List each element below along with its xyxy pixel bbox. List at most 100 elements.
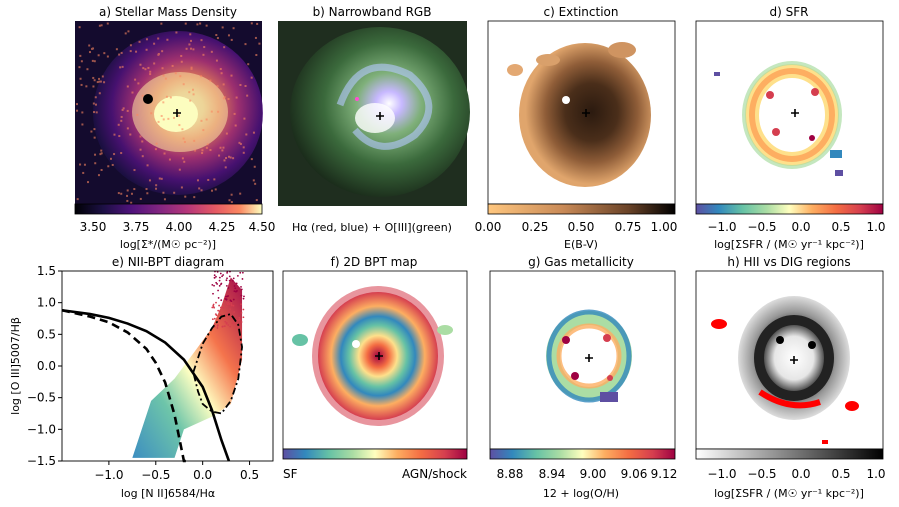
mass-pixel xyxy=(99,153,102,156)
panel-g-title: g) Gas metallicity xyxy=(528,255,634,269)
cb-h-label: log[ΣSFR / (M☉ yr⁻¹ kpc⁻²)] xyxy=(714,487,864,500)
mass-pixel xyxy=(239,192,242,195)
mass-pixel xyxy=(223,96,226,99)
mass-pixel xyxy=(252,179,255,182)
mass-pixel xyxy=(239,142,242,145)
mass-pixel xyxy=(196,23,199,26)
mass-pixel xyxy=(103,81,106,84)
mass-pixel xyxy=(134,78,137,81)
mass-pixel xyxy=(232,157,235,160)
cb-a-tick: 4.50 xyxy=(249,220,276,234)
mass-pixel xyxy=(162,191,165,194)
mass-pixel xyxy=(76,198,79,201)
cb-c-tick: 0.75 xyxy=(615,220,642,234)
mass-pixel xyxy=(155,187,158,190)
mass-pixel xyxy=(160,22,163,25)
mass-pixel xyxy=(133,188,136,191)
panel-b-image xyxy=(278,21,470,206)
cb-g-tick: 9.06 xyxy=(621,467,648,481)
mass-pixel xyxy=(242,151,245,154)
mass-pixel xyxy=(87,181,90,184)
bpt-point xyxy=(233,311,235,313)
mass-pixel xyxy=(216,37,219,40)
mass-pixel xyxy=(242,146,245,149)
mass-pixel xyxy=(221,26,224,29)
mass-pixel xyxy=(196,179,199,182)
mass-pixel xyxy=(149,73,152,76)
bpt-point xyxy=(222,303,225,306)
mass-pixel xyxy=(121,65,124,68)
mass-pixel xyxy=(201,149,204,152)
bpt-point xyxy=(225,302,228,304)
bpt-point xyxy=(226,277,228,280)
mass-pixel xyxy=(81,111,84,114)
mass-pixel xyxy=(200,119,203,122)
bpt-point xyxy=(212,304,215,307)
mass-pixel xyxy=(227,97,230,100)
mass-pixel xyxy=(98,77,101,80)
mass-pixel xyxy=(120,115,123,118)
bpt-point xyxy=(226,271,228,274)
mass-pixel xyxy=(94,162,97,165)
mass-pixel xyxy=(158,177,161,180)
bpt-ytick-label: 1.5 xyxy=(37,264,56,278)
mass-pixel xyxy=(222,97,225,100)
mass-pixel xyxy=(76,103,79,106)
mass-pixel xyxy=(223,159,226,162)
mass-pixel xyxy=(214,188,217,191)
bpt-point xyxy=(225,305,228,308)
mass-pixel xyxy=(97,174,100,177)
panel-b-title: b) Narrowband RGB xyxy=(313,5,432,19)
bpt-point xyxy=(232,298,235,301)
mass-pixel xyxy=(148,179,151,182)
mass-pixel xyxy=(120,119,123,122)
mass-pixel xyxy=(255,199,258,202)
mass-pixel xyxy=(155,142,158,145)
mass-pixel xyxy=(83,163,86,166)
bpt-point xyxy=(213,274,216,277)
mass-pixel xyxy=(217,110,220,113)
panel-h-title: h) HII vs DIG regions xyxy=(727,255,850,269)
mass-pixel xyxy=(220,72,223,75)
mass-pixel xyxy=(163,152,166,155)
bpt-point xyxy=(215,281,218,284)
cb-d-label: log[ΣSFR / (M☉ yr⁻¹ kpc⁻²)] xyxy=(714,238,864,251)
mass-pixel xyxy=(95,111,98,114)
mass-pixel xyxy=(98,92,101,95)
mass-pixel xyxy=(173,191,176,194)
mass-pixel xyxy=(189,47,192,50)
mass-pixel xyxy=(209,79,212,82)
panel-a-title: a) Stellar Mass Density xyxy=(99,5,237,19)
mass-pixel xyxy=(100,152,103,155)
mass-pixel xyxy=(162,101,165,104)
bpt-xtick-label: 0.5 xyxy=(240,468,259,482)
mass-pixel xyxy=(230,38,233,41)
cb-d-tick: 1.0 xyxy=(866,220,885,234)
mass-pixel xyxy=(250,158,253,161)
mass-pixel xyxy=(230,193,233,196)
mass-pixel xyxy=(153,62,156,65)
mass-pixel xyxy=(101,75,104,78)
mass-pixel xyxy=(93,136,96,139)
bpt-point xyxy=(219,272,222,275)
mass-pixel xyxy=(222,146,225,149)
mass-pixel xyxy=(244,43,247,46)
bpt-point xyxy=(219,306,222,309)
mass-pixel xyxy=(113,133,116,136)
mass-pixel xyxy=(135,50,138,53)
bpt-point xyxy=(220,299,223,302)
panel-b-caption: Hα (red, blue) + O[III](green) xyxy=(292,221,452,234)
panel-c-colorbar: 0.00 0.25 0.50 0.75 1.00 E(B-V) xyxy=(475,203,677,251)
mass-pixel xyxy=(126,189,129,192)
mass-pixel xyxy=(79,54,82,57)
bpt-ytick-label: −1.0 xyxy=(27,422,56,436)
mass-pixel xyxy=(139,148,142,151)
mass-pixel xyxy=(139,63,142,66)
mass-pixel xyxy=(145,48,148,51)
bpt-point xyxy=(242,316,245,319)
bpt-point xyxy=(224,320,227,323)
mass-pixel xyxy=(79,77,82,80)
bpt-point xyxy=(230,301,233,304)
mass-pixel xyxy=(155,184,158,187)
mass-pixel xyxy=(182,83,185,86)
